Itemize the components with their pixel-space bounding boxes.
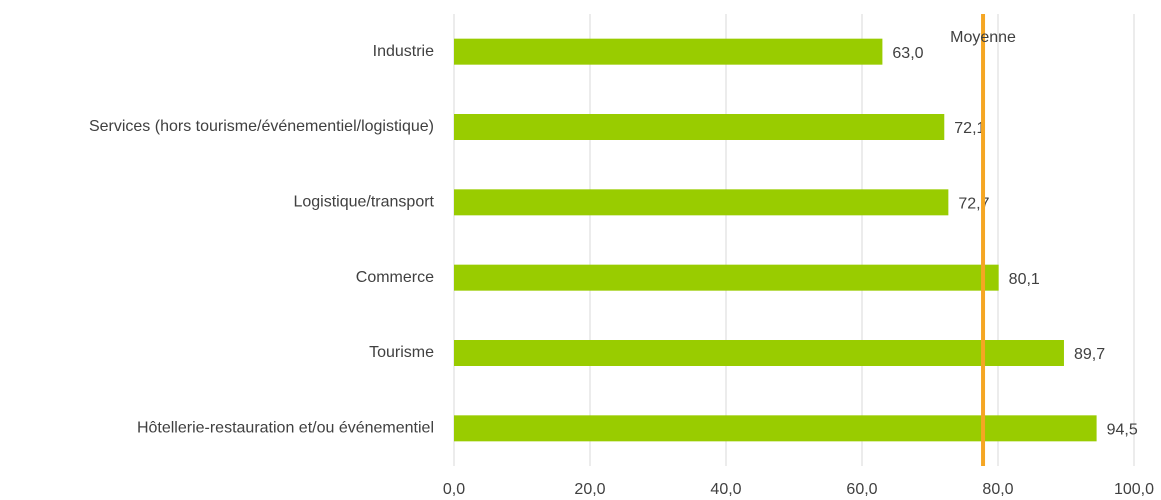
bar [454,189,949,216]
data-label: 63,0 [892,45,923,62]
x-tick-label: 100,0 [1114,481,1154,498]
bar [454,114,945,140]
y-tick-label: Commerce [356,269,434,286]
y-tick-label: Logistique/transport [293,194,434,211]
data-label: 72,1 [954,120,985,137]
bar [454,264,999,291]
bar [454,415,1097,442]
x-tick-label: 20,0 [574,481,605,498]
bar [454,38,883,65]
x-tick-label: 0,0 [443,481,465,498]
y-tick-label: Hôtellerie-restauration et/ou événementi… [137,420,434,437]
y-tick-label: Industrie [373,43,434,60]
x-tick-label: 80,0 [982,481,1013,498]
data-label: 94,5 [1107,422,1138,439]
data-label: 80,1 [1009,271,1040,288]
reference-label: Moyenne [950,29,1016,46]
x-tick-label: 60,0 [846,481,877,498]
y-tick-label: Tourisme [369,344,434,361]
data-label: 89,7 [1074,346,1105,363]
bar [454,340,1064,366]
y-tick-label: Services (hors tourisme/événementiel/log… [89,118,434,135]
x-tick-label: 40,0 [710,481,741,498]
